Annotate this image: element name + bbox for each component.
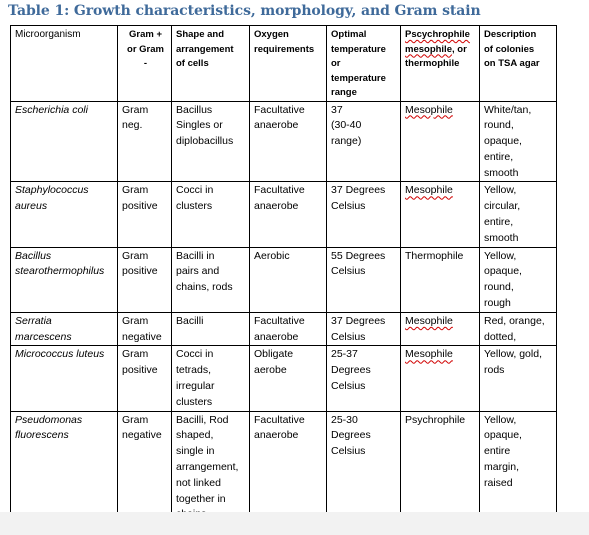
cell-colonies: White/tan, round, opaque, entire, smooth	[479, 100, 557, 183]
cell-colonies: Yellow, gold, rods	[479, 345, 557, 412]
classification-label: Mesophile	[405, 184, 453, 197]
header-class-line3: thermophile	[405, 58, 460, 69]
cell-organism: Micrococcus luteus	[10, 345, 118, 412]
cell-organism: Staphylococcus aureus	[10, 181, 118, 248]
table-title: Table 1: Growth characteristics, morphol…	[8, 3, 481, 19]
header-microorganism: Microorganism	[10, 25, 118, 102]
table-row: Bacillus stearothermophilus Gram positiv…	[10, 246, 557, 313]
header-temperature: Optimal temperature or temperature range	[326, 25, 401, 102]
cell-classification: Mesophile	[400, 181, 480, 248]
cell-temperature: 25-30 Degrees Celsius	[326, 410, 401, 525]
cell-colonies: Yellow, circular, entire, smooth	[479, 181, 557, 248]
table-row: Pseudomonas fluorescens Gram negative Ba…	[10, 410, 557, 525]
cell-gram: Gram positive	[117, 181, 172, 248]
cell-organism: Pseudomonas fluorescens	[10, 410, 118, 525]
cell-temperature: 37 Degrees Celsius	[326, 181, 401, 248]
cell-temperature: 37 Degrees Celsius	[326, 311, 401, 347]
header-shape: Shape and arrangement of cells	[171, 25, 250, 102]
classification-label: Mesophile	[405, 103, 453, 116]
cell-organism: Serratia marcescens	[10, 311, 118, 347]
header-class-or: , or	[452, 43, 467, 55]
header-row: Microorganism Gram + or Gram - Shape and…	[10, 25, 557, 102]
cell-gram: Gram negative	[117, 311, 172, 347]
cell-organism: Escherichia coli	[10, 100, 118, 183]
cell-gram: Gram positive	[117, 345, 172, 412]
cell-oxygen: Aerobic	[249, 246, 327, 313]
header-classification: Pscychrophile mesophile, or thermophile	[400, 25, 480, 102]
classification-label: Mesophile	[405, 314, 453, 327]
header-class-line1: Pscychrophile	[405, 29, 470, 40]
cell-temperature: 37 (30-40 range)	[326, 100, 401, 183]
cell-classification: Psychrophile	[400, 410, 480, 525]
page-bottom-band	[0, 512, 589, 535]
cell-classification: Mesophile	[400, 100, 480, 183]
cell-colonies: Red, orange, dotted,	[479, 311, 557, 347]
cell-gram: Gram negative	[117, 410, 172, 525]
header-colonies: Description of colonies on TSA agar	[479, 25, 557, 102]
cell-temperature: 25-37 Degrees Celsius	[326, 345, 401, 412]
table-row: Micrococcus luteus Gram positive Cocci i…	[10, 345, 557, 412]
cell-temperature: 55 Degrees Celsius	[326, 246, 401, 313]
cell-oxygen: Facultative anaerobe	[249, 100, 327, 183]
cell-oxygen: Facultative anaerobe	[249, 410, 327, 525]
cell-shape: Bacilli	[171, 311, 250, 347]
cell-oxygen: Facultative anaerobe	[249, 181, 327, 248]
cell-classification: Thermophile	[400, 246, 480, 313]
cell-shape: Bacillus Singles or diplobacillus	[171, 100, 250, 183]
header-class-mesophile: mesophile	[405, 43, 452, 55]
classification-label: Mesophile	[405, 348, 453, 361]
table-row: Serratia marcescens Gram negative Bacill…	[10, 311, 557, 347]
cell-classification: Mesophile	[400, 345, 480, 412]
cell-gram: Gram neg.	[117, 100, 172, 183]
cell-shape: Bacilli in pairs and chains, rods	[171, 246, 250, 313]
cell-colonies: Yellow, opaque, entire margin, raised	[479, 410, 557, 525]
table-row: Staphylococcus aureus Gram positive Cocc…	[10, 181, 557, 248]
cell-shape: Bacilli, Rod shaped, single in arrangeme…	[171, 410, 250, 525]
growth-table: Microorganism Gram + or Gram - Shape and…	[10, 25, 557, 525]
header-gram: Gram + or Gram -	[117, 25, 172, 102]
cell-oxygen: Obligate aerobe	[249, 345, 327, 412]
cell-oxygen: Facultative anaerobe	[249, 311, 327, 347]
header-oxygen: Oxygen requirements	[249, 25, 327, 102]
table-row: Escherichia coli Gram neg. Bacillus Sing…	[10, 100, 557, 183]
cell-shape: Cocci in tetrads, irregular clusters	[171, 345, 250, 412]
cell-colonies: Yellow, opaque, round, rough	[479, 246, 557, 313]
cell-organism: Bacillus stearothermophilus	[10, 246, 118, 313]
cell-gram: Gram positive	[117, 246, 172, 313]
cell-shape: Cocci in clusters	[171, 181, 250, 248]
cell-classification: Mesophile	[400, 311, 480, 347]
